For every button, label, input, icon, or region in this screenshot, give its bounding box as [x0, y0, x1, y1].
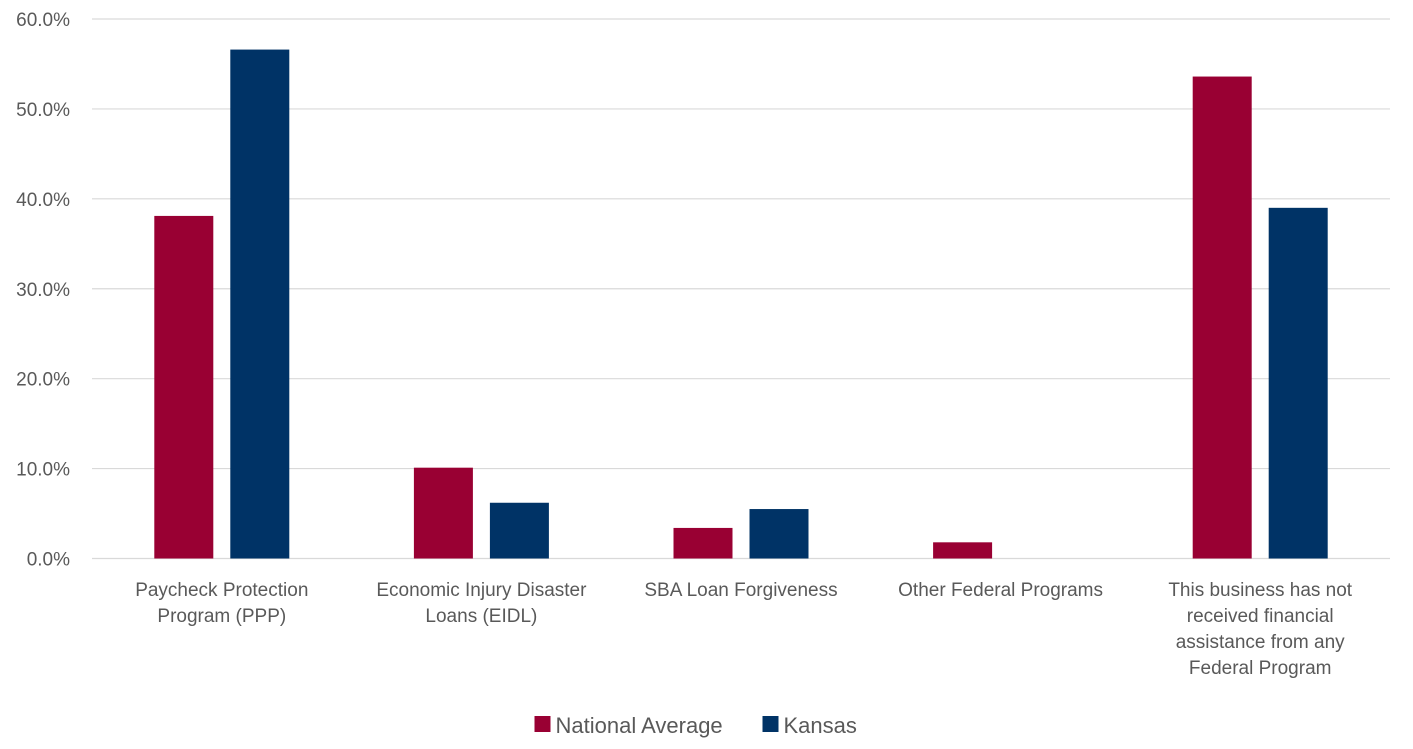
- y-tick-label: 0.0%: [27, 550, 70, 571]
- legend-label: National Average: [556, 713, 723, 738]
- y-tick-label: 50.0%: [16, 100, 70, 121]
- bar-kansas: [1268, 207, 1328, 559]
- category-label: received financial: [1187, 606, 1334, 627]
- y-tick-label: 30.0%: [16, 280, 70, 301]
- bar-kansas: [489, 502, 549, 559]
- category-label: assistance from any: [1176, 632, 1345, 653]
- category-label: Paycheck Protection: [135, 580, 308, 601]
- category-label: This business has not: [1168, 580, 1352, 601]
- category-label: Federal Program: [1189, 658, 1332, 679]
- y-tick-label: 40.0%: [16, 190, 70, 211]
- y-tick-label: 60.0%: [16, 10, 70, 31]
- y-tick-label: 10.0%: [16, 460, 70, 481]
- legend-label: Kansas: [784, 713, 857, 738]
- bar-kansas: [230, 49, 290, 559]
- bar-national-average: [933, 542, 993, 559]
- bar-national-average: [413, 467, 473, 559]
- bar-kansas: [749, 509, 809, 559]
- y-tick-label: 20.0%: [16, 370, 70, 391]
- bar-national-average: [1192, 76, 1252, 559]
- category-label: SBA Loan Forgiveness: [644, 580, 837, 601]
- category-label: Other Federal Programs: [898, 580, 1103, 601]
- category-label: Program (PPP): [157, 606, 286, 627]
- legend-swatch: [534, 716, 551, 732]
- legend-swatch: [762, 716, 779, 732]
- bar-national-average: [154, 215, 214, 559]
- bar-national-average: [673, 527, 733, 559]
- category-label: Economic Injury Disaster: [376, 580, 587, 601]
- category-label: Loans (EIDL): [425, 606, 537, 627]
